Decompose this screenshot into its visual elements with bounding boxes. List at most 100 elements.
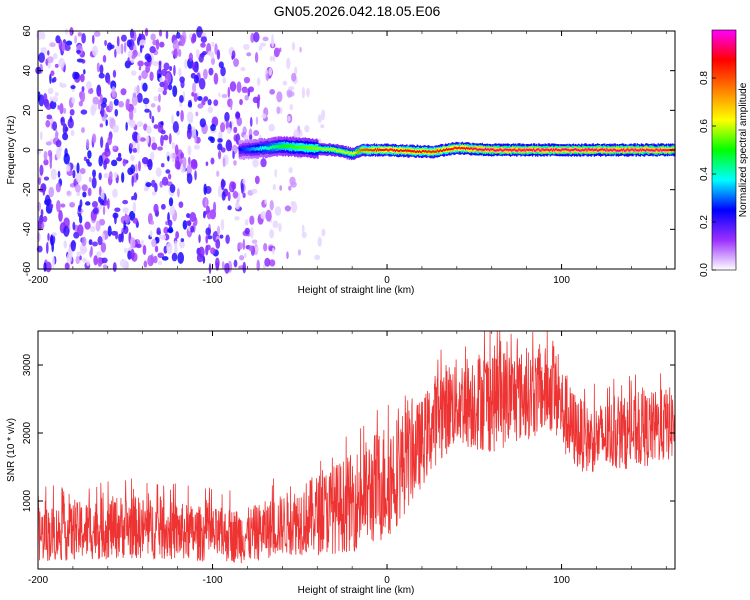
- spectrogram-noise-cell: [66, 252, 72, 264]
- spectrogram-signal-cell: [553, 149, 556, 152]
- spectrogram-noise-cell: [66, 190, 71, 196]
- spectrogram-noise-cell: [120, 43, 124, 55]
- spectrogram-signal-cell: [437, 147, 439, 153]
- spectrogram-signal-cell: [329, 148, 332, 151]
- spectrogram-signal-cell: [464, 147, 467, 150]
- spectrogram-signal-cell: [428, 150, 430, 156]
- spectrogram-noise-cell: [125, 121, 128, 131]
- spectrogram-signal-cell: [354, 151, 357, 154]
- spectrogram-noise-cell: [175, 231, 180, 239]
- spectrogram-noise-cell: [306, 87, 310, 98]
- spectrogram-signal-cell: [651, 148, 653, 151]
- spectrogram-noise-cell: [114, 212, 117, 225]
- snr-ytick-label: 3000: [22, 353, 33, 376]
- spectrogram-signal-cell: [402, 149, 404, 152]
- spectrogram-signal-cell: [654, 149, 656, 152]
- spectrogram-noise-cell: [219, 234, 224, 239]
- spectrogram-signal-cell: [532, 148, 535, 154]
- spectrogram-signal-cell: [473, 147, 475, 153]
- spectrogram-noise-cell: [144, 53, 151, 61]
- spectrogram-noise-cell: [54, 92, 59, 97]
- spectrogram-signal-cell: [323, 148, 325, 151]
- spectrogram-signal-cell: [599, 148, 602, 151]
- spectrogram-signal-cell: [466, 147, 469, 150]
- spectrogram-noise-cell: [108, 44, 115, 50]
- spectrogram-noise-cell: [72, 169, 76, 179]
- spectrogram-signal-cell: [436, 149, 438, 152]
- spectrogram-signal-cell: [612, 148, 614, 151]
- spectrogram-noise-cell: [227, 86, 231, 98]
- spectrogram-noise-cell: [125, 98, 130, 111]
- spectrogram-noise-cell: [211, 57, 216, 65]
- spectrogram-noise-cell: [172, 121, 179, 133]
- spectrogram-signal-cell: [517, 149, 519, 152]
- spectrogram-signal-cell: [511, 149, 514, 152]
- spectrogram-noise-cell: [321, 109, 326, 121]
- spectrogram-noise-cell: [133, 192, 138, 201]
- spectrogram-signal-cell: [500, 148, 502, 151]
- spectrogram-signal-cell: [271, 146, 273, 150]
- spectrogram-signal-cell: [338, 147, 340, 153]
- spectrogram-noise-cell: [195, 48, 200, 59]
- spectrogram-signal-cell: [531, 149, 534, 152]
- spectrogram-signal-cell: [456, 147, 458, 150]
- spectrogram-signal-cell: [243, 147, 246, 151]
- spectrogram-noise-cell: [69, 108, 75, 116]
- spectrogram-signal-cell: [309, 145, 312, 150]
- spectrogram-noise-cell: [55, 35, 61, 44]
- spectrogram-signal-cell: [504, 148, 506, 151]
- spectrogram-signal-cell: [383, 149, 385, 152]
- spectrogram-noise-cell: [81, 184, 88, 192]
- spectrogram-signal-cell: [524, 149, 526, 152]
- spectrogram-noise-cell: [297, 249, 301, 256]
- spectrogram-noise-cell: [259, 42, 267, 47]
- spectrogram-noise-cell: [51, 78, 55, 83]
- spectrogram-signal-cell: [300, 145, 302, 149]
- spectrogram-signal-cell: [536, 148, 538, 151]
- spectrogram-noise-cell: [253, 129, 260, 137]
- spectrogram-noise-cell: [113, 98, 119, 106]
- spectrogram-noise-cell: [152, 60, 159, 67]
- spectrogram-signal-cell: [457, 146, 459, 149]
- spectrogram-noise-cell: [204, 197, 208, 207]
- spectrogram-signal-cell: [341, 150, 343, 153]
- spectrogram-signal-cell: [249, 148, 251, 152]
- spectrogram-signal-cell: [307, 145, 310, 150]
- spectrogram-noise-cell: [49, 100, 57, 110]
- spectrogram-noise-cell: [153, 95, 159, 102]
- spectrogram-signal-cell: [361, 148, 363, 151]
- spectrogram-signal-cell: [294, 145, 296, 149]
- spectrogram-noise-cell: [276, 106, 281, 115]
- colorbar-ticks: 0.0 0.2 0.4 0.6 0.8: [699, 71, 716, 277]
- spectrogram-signal-cell: [655, 148, 657, 154]
- spectrogram-signal-cell: [430, 151, 432, 154]
- spectrogram-noise-cell: [58, 210, 63, 222]
- spectrogram-signal-cell: [646, 148, 648, 151]
- spectrogram-noise-cell: [242, 261, 247, 274]
- spectrogram-signal-cell: [308, 146, 311, 151]
- spectrogram-noise-cell: [142, 244, 147, 255]
- spectrogram-noise-cell: [217, 138, 223, 143]
- spectrogram-noise-cell: [157, 252, 165, 259]
- spectrogram-signal-cell: [555, 148, 558, 151]
- spectrogram-noise-cell: [218, 61, 224, 69]
- spectrogram-signal-cell: [415, 150, 417, 153]
- spectrogram-noise-cell: [85, 138, 90, 149]
- spectrogram-signal-cell: [638, 149, 640, 152]
- spectrogram-noise-cell: [101, 232, 105, 243]
- spectrogram-signal-cell: [492, 148, 494, 151]
- spectrogram-ylabel: Frequency (Hz): [6, 116, 17, 185]
- spectrogram-noise-cell: [160, 134, 164, 147]
- spectrogram-signal-cell: [502, 149, 504, 152]
- spectrogram-signal-cell: [380, 149, 382, 152]
- spectrogram-noise-cell: [83, 69, 86, 75]
- spectrogram-noise-cell: [260, 211, 267, 220]
- spectrogram-noise-cell: [61, 42, 66, 52]
- spectrogram-noise-cell: [251, 188, 258, 194]
- spectrogram-signal-cell: [404, 149, 406, 152]
- spectrogram-noise-cell: [52, 121, 58, 131]
- spectrogram-signal-cell: [376, 148, 379, 151]
- spectrogram-noise-cell: [85, 201, 91, 206]
- spectrogram-signal-cell: [248, 147, 250, 152]
- spectrogram-signal-cell: [258, 147, 260, 151]
